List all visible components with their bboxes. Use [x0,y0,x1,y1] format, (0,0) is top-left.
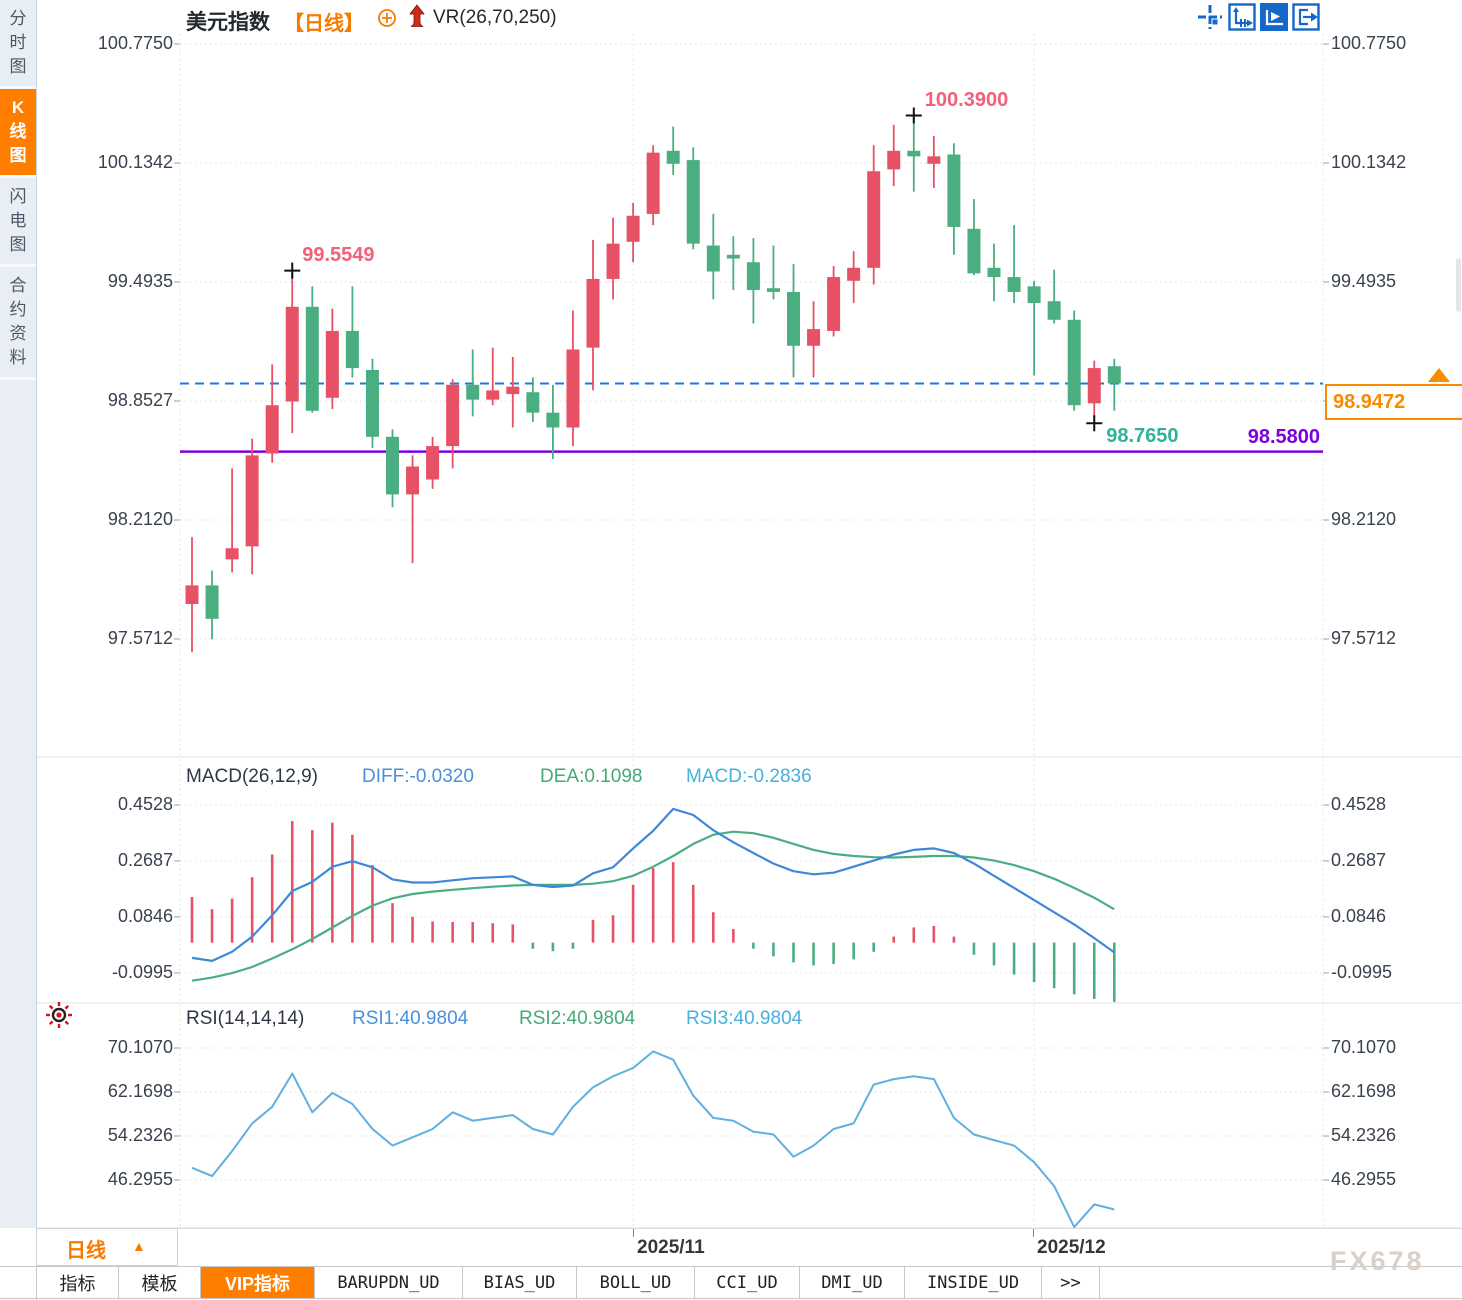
triangle-up-icon: ▲ [132,1238,146,1254]
tab-CCI_UD[interactable]: CCI_UD [695,1267,800,1298]
tab-INSIDE_UD[interactable]: INSIDE_UD [905,1267,1042,1298]
period-selector-label: 日线 [66,1240,106,1262]
tab-BOLL_UD[interactable]: BOLL_UD [577,1267,695,1298]
tab->>[interactable]: >> [1042,1267,1100,1298]
overlay-indicator-label: VR(26,70,250) [433,7,557,28]
exit-right-icon[interactable] [1292,3,1320,31]
up-arrow-icon [409,4,425,27]
chart-toolbar [1196,3,1320,31]
date-axis-row: 2025/11 2025/12 [36,1228,1462,1268]
pan-icon[interactable] [1196,3,1224,31]
sidebar-item-合约资料[interactable]: 合约资料 [0,267,36,380]
rsi-line [191,1050,1115,1229]
tab-模板[interactable]: 模板 [119,1267,201,1298]
tab-BIAS_UD[interactable]: BIAS_UD [463,1267,577,1298]
sidebar-item-分时图[interactable]: 分时图 [0,0,36,89]
diff-line [191,807,1115,963]
period-selector[interactable]: 日线 ▲ [36,1228,178,1266]
current-price-tag: 98.9472 [1325,384,1462,420]
month-tick [633,1229,634,1237]
date-label-dec: 2025/12 [1037,1237,1106,1258]
add-indicator-icon[interactable] [377,8,397,28]
date-label-nov: 2025/11 [637,1237,705,1258]
axis-play-icon[interactable] [1260,3,1288,31]
macd-series [190,807,1116,1002]
sidebar-item-闪电图[interactable]: 闪电图 [0,178,36,267]
period-tag: 【日线】 [284,13,364,35]
vertical-scrollbar[interactable] [1456,258,1461,312]
price-up-triangle-icon [1428,368,1450,382]
symbol-title: 美元指数 [186,11,270,34]
tab-指标[interactable]: 指标 [36,1267,119,1298]
tab-BARUPDN_UD[interactable]: BARUPDN_UD [315,1267,463,1298]
month-tick [1033,1229,1034,1237]
axis-scale-icon[interactable] [1228,3,1256,31]
indicator-tab-bar: 指标 模板 VIP指标 BARUPDN_UD BIAS_UD BOLL_UD CCI_UD D… [0,1266,1462,1299]
watermark: FX678 [1330,1246,1425,1276]
candlestick-series [185,115,1121,653]
tab-DMI_UD[interactable]: DMI_UD [800,1267,905,1298]
tab-VIP指标[interactable]: VIP指标 [201,1267,315,1298]
